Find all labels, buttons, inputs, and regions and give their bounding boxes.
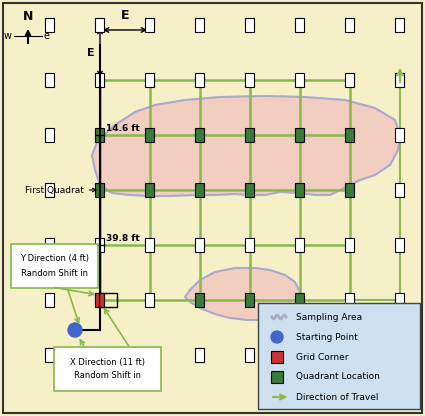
Bar — [396, 183, 405, 197]
Bar — [346, 73, 354, 87]
Bar — [45, 293, 54, 307]
Bar — [246, 293, 255, 307]
Bar — [246, 183, 255, 197]
Bar — [346, 348, 354, 362]
Bar — [145, 128, 155, 142]
Polygon shape — [185, 268, 300, 320]
Bar — [246, 128, 255, 142]
Bar — [196, 293, 204, 307]
Bar — [145, 293, 155, 307]
Text: N: N — [23, 10, 33, 23]
Bar — [396, 293, 405, 307]
Bar — [96, 293, 105, 307]
Bar — [246, 238, 255, 252]
Bar — [96, 183, 105, 197]
Bar — [45, 238, 54, 252]
Circle shape — [271, 331, 283, 343]
Text: Y Direction (4 ft): Y Direction (4 ft) — [20, 255, 89, 263]
Text: e: e — [44, 31, 50, 41]
Bar — [145, 183, 155, 197]
Bar — [295, 128, 304, 142]
Text: Starting Point: Starting Point — [296, 332, 358, 342]
Bar — [396, 18, 405, 32]
Bar — [96, 238, 105, 252]
Circle shape — [68, 323, 82, 337]
Bar — [346, 128, 354, 142]
Bar — [96, 18, 105, 32]
Bar — [145, 348, 155, 362]
Text: Random Shift in: Random Shift in — [21, 268, 88, 277]
Polygon shape — [92, 96, 400, 196]
Bar — [196, 73, 204, 87]
Text: First Quadrat: First Quadrat — [25, 186, 96, 195]
Bar — [271, 371, 283, 383]
Text: X Direction (11 ft): X Direction (11 ft) — [70, 357, 145, 366]
Bar — [45, 18, 54, 32]
Text: Grid Corner: Grid Corner — [296, 352, 348, 362]
Bar — [346, 238, 354, 252]
Bar — [346, 18, 354, 32]
Bar — [396, 73, 405, 87]
Text: Sampling Area: Sampling Area — [296, 312, 362, 322]
Bar — [396, 128, 405, 142]
Bar — [196, 128, 204, 142]
Bar — [295, 73, 304, 87]
Bar — [196, 18, 204, 32]
Bar — [295, 293, 304, 307]
Bar — [295, 18, 304, 32]
Bar — [145, 238, 155, 252]
Bar — [246, 73, 255, 87]
Bar — [246, 18, 255, 32]
Text: Random Shift in: Random Shift in — [74, 371, 141, 381]
Bar — [45, 348, 54, 362]
FancyBboxPatch shape — [54, 347, 161, 391]
Bar — [246, 348, 255, 362]
Bar — [396, 348, 405, 362]
Bar — [196, 183, 204, 197]
Bar — [145, 18, 155, 32]
Bar — [258, 303, 420, 409]
Bar — [346, 293, 354, 307]
Bar — [96, 73, 105, 87]
Text: 39.8 ft: 39.8 ft — [106, 234, 140, 243]
Bar — [145, 73, 155, 87]
Bar — [396, 238, 405, 252]
FancyBboxPatch shape — [11, 244, 98, 288]
Bar — [45, 183, 54, 197]
Text: 14.6 ft: 14.6 ft — [106, 124, 140, 133]
Bar — [295, 238, 304, 252]
Bar — [295, 348, 304, 362]
Bar — [346, 183, 354, 197]
Text: w: w — [4, 31, 12, 41]
Bar — [45, 128, 54, 142]
Bar — [45, 73, 54, 87]
Bar — [196, 348, 204, 362]
Text: Direction of Travel: Direction of Travel — [296, 393, 379, 401]
Bar — [96, 293, 105, 307]
Bar — [196, 238, 204, 252]
Text: Quadrant Location: Quadrant Location — [296, 372, 380, 381]
Bar — [96, 128, 105, 142]
Bar — [271, 351, 283, 363]
Text: E: E — [121, 9, 129, 22]
Bar — [295, 183, 304, 197]
Bar — [96, 348, 105, 362]
Bar — [99, 293, 117, 307]
Text: E: E — [88, 47, 95, 57]
